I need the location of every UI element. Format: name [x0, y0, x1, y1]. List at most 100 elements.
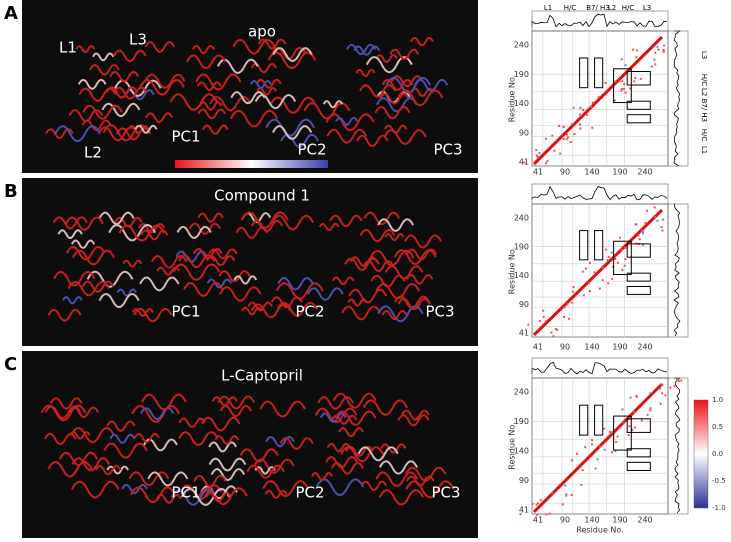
helix: [240, 211, 289, 229]
correlation-cell: [572, 290, 575, 293]
correlation-cell: [624, 64, 627, 67]
correlation-cell: [587, 282, 590, 285]
diagonal: [532, 35, 664, 166]
helix: [381, 78, 414, 91]
helix: [267, 51, 317, 70]
helix: [133, 433, 160, 444]
helix: [134, 124, 158, 134]
helix: [106, 420, 136, 432]
helix: [277, 276, 314, 291]
helix: [140, 229, 169, 241]
correlation-cell: [571, 459, 574, 462]
helix: [370, 274, 406, 288]
helix: [94, 465, 122, 476]
x-tick-label: 140: [584, 343, 599, 352]
helix: [271, 125, 313, 140]
helix: [112, 86, 148, 100]
helix: [156, 493, 182, 504]
helix: [92, 52, 115, 62]
correlation-cell: [658, 387, 661, 390]
correlation-cell: [621, 268, 624, 271]
region-box: [626, 272, 651, 282]
helix: [375, 54, 398, 63]
correlation-cell: [531, 502, 534, 505]
x-tick-label: 90: [560, 516, 570, 525]
correlation-cell: [639, 77, 642, 80]
pc-label: PC3: [431, 484, 460, 502]
protein-structure: [311, 392, 455, 506]
helix: [197, 108, 227, 120]
helix: [217, 395, 256, 410]
correlation-cell: [622, 421, 625, 424]
correlation-cell: [616, 261, 619, 264]
correlation-cell: [519, 513, 522, 516]
helix: [102, 124, 150, 142]
correlation-cell: [676, 378, 679, 381]
correlation-cell: [660, 226, 663, 229]
helix: [183, 282, 224, 297]
helix: [208, 248, 238, 260]
correlation-cell: [565, 133, 568, 136]
correlation-cell: [550, 331, 553, 334]
correlation-cell: [571, 301, 574, 304]
helix: [127, 125, 150, 134]
region-label-right: L3: [700, 51, 708, 59]
helix: [128, 471, 170, 487]
helix: [65, 216, 104, 231]
correlation-cell: [618, 236, 621, 239]
helix: [255, 78, 282, 89]
correlation-cell: [680, 379, 683, 382]
color-scale: [175, 160, 328, 168]
correlation-cell: [607, 282, 610, 285]
helix: [172, 263, 221, 281]
pc-label: PC3: [433, 141, 462, 159]
x-tick-label: 41: [533, 516, 543, 525]
correlation-cell: [644, 222, 647, 225]
region-box: [579, 57, 589, 89]
helix: [334, 410, 377, 426]
correlation-cell: [536, 156, 539, 159]
correlation-cell: [604, 81, 607, 84]
helix: [239, 448, 279, 463]
region-box: [613, 68, 632, 104]
correlation-cell: [538, 152, 541, 155]
correlation-cell: [608, 430, 611, 433]
helix: [347, 298, 368, 307]
correlation-cell: [664, 394, 667, 397]
helix: [139, 78, 185, 96]
pc-label: PC1: [171, 128, 200, 146]
region-box: [594, 404, 604, 436]
correlation-cell: [607, 255, 610, 258]
helix: [210, 468, 246, 481]
x-axis-label: Residue No.: [576, 526, 623, 535]
correlation-cell: [545, 162, 548, 165]
correlation-cell: [571, 123, 574, 126]
protein-structure: [172, 211, 324, 319]
correlation-cell: [661, 229, 664, 232]
region-box: [626, 71, 651, 86]
correlation-cell: [599, 445, 602, 448]
colorbar-tick-label: -0.5: [712, 477, 726, 485]
protein-structure: [40, 393, 189, 504]
correlation-cell: [535, 149, 538, 152]
helix: [176, 225, 212, 239]
correlation-cell: [584, 267, 587, 270]
helix: [397, 414, 430, 427]
correlation-cell: [601, 266, 604, 269]
correlation-cell: [572, 106, 575, 109]
helix: [389, 48, 420, 60]
profile-top: [531, 13, 668, 28]
x-tick-label: 240: [637, 516, 652, 525]
helix: [208, 457, 247, 472]
correlation-cell: [653, 206, 656, 209]
panel-label: A: [4, 3, 18, 24]
correlation-cell: [583, 294, 586, 297]
correlation-cell: [611, 431, 614, 434]
helix: [355, 68, 376, 77]
correlation-cell: [634, 223, 637, 226]
helix: [259, 400, 306, 418]
correlation-cell: [579, 123, 582, 126]
region-box: [626, 418, 651, 433]
helix: [198, 101, 223, 111]
